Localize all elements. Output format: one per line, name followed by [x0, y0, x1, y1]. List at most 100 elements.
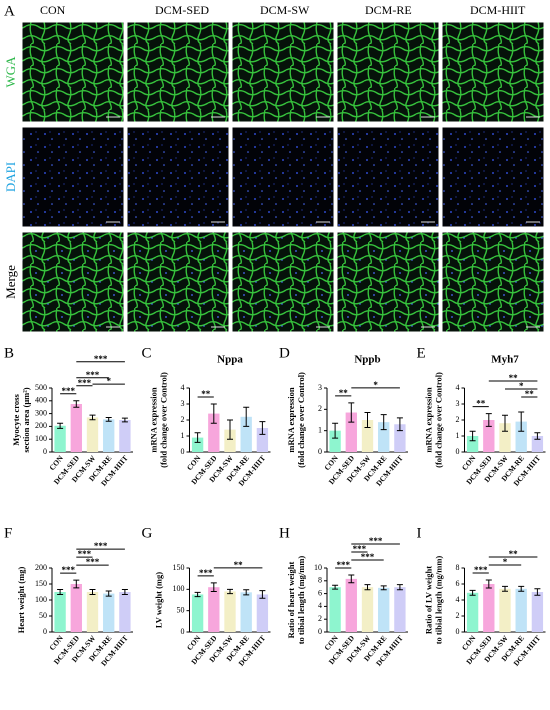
significance-label: ***	[94, 541, 108, 551]
y-tick-label: 8	[456, 563, 460, 572]
significance-label: ***	[474, 565, 488, 575]
bar	[70, 404, 82, 452]
significance-label: **	[525, 389, 535, 399]
y-tick-label: 0	[43, 627, 47, 636]
error-bar	[57, 588, 64, 596]
y-axis-label: Ratio of heart weight	[286, 561, 296, 638]
error-bar	[89, 588, 96, 596]
y-tick-label: 2	[318, 614, 322, 623]
error-bar	[259, 421, 266, 435]
bar	[240, 416, 252, 452]
error-bar	[57, 422, 64, 429]
micrograph	[336, 21, 440, 123]
bar-chart: GLV weight (mg)050100150CONDCM-SEDDCM-SW…	[142, 525, 271, 668]
panel-label: I	[417, 525, 422, 541]
panel-label: E	[417, 345, 426, 361]
bar-chart: E Myh7 mRNA expression (fold change over Co…	[417, 345, 546, 488]
error-bar	[121, 417, 128, 423]
y-tick-label: 0	[456, 627, 460, 636]
error-bar	[518, 411, 525, 432]
bar	[345, 412, 357, 452]
panel-label: C	[142, 345, 152, 361]
y-tick-label: 100	[35, 434, 47, 443]
error-bar	[380, 585, 387, 591]
micrograph	[126, 21, 230, 123]
error-bar	[364, 412, 371, 428]
significance-label: ***	[353, 544, 367, 554]
bar	[119, 420, 131, 452]
column-label: DCM-SED	[155, 3, 209, 17]
column-label: DCM-RE	[365, 3, 412, 17]
bar	[499, 423, 511, 452]
significance-label: *	[503, 557, 508, 567]
bar	[466, 592, 479, 632]
bar	[54, 592, 66, 632]
error-bar	[534, 588, 541, 596]
column-label: CON	[40, 3, 66, 17]
micrograph	[21, 21, 125, 123]
y-tick-label: 0	[318, 447, 322, 456]
significance-label: ***	[369, 536, 383, 546]
y-axis-label: LV weight (mg)	[153, 572, 163, 628]
panel-label: B	[4, 345, 14, 361]
y-tick-label: 2	[318, 404, 322, 413]
row-label: WGA	[3, 56, 18, 88]
y-axis-label: Myocyte cross	[11, 394, 21, 446]
bar	[191, 594, 204, 632]
y-tick-label: 3	[318, 383, 322, 392]
y-tick-label: 0	[43, 447, 47, 456]
error-bar	[396, 584, 403, 591]
y-tick-label: 1	[181, 431, 185, 440]
bar	[531, 436, 544, 452]
significance-label: *	[106, 376, 111, 386]
micrograph	[126, 231, 230, 333]
significance-label: **	[509, 373, 519, 383]
error-bar	[469, 589, 476, 596]
significance-label: *	[373, 380, 378, 390]
panel-label: A	[4, 3, 15, 19]
y-tick-label: 100	[173, 584, 185, 593]
y-axis-label: (fold change over Control)	[296, 372, 306, 468]
y-tick-label: 500	[35, 383, 47, 392]
significance-label: ***	[94, 354, 108, 364]
error-bar	[332, 584, 339, 590]
error-bar	[243, 589, 250, 596]
bar	[394, 587, 406, 632]
error-bar	[73, 400, 80, 408]
error-bar	[364, 584, 371, 591]
bar	[499, 588, 511, 632]
y-tick-label: 3	[456, 399, 460, 408]
bar	[466, 436, 479, 452]
bar-chart: I Ratio of LV weight to tibial length (mg/…	[417, 525, 546, 668]
bar	[483, 420, 495, 452]
bar	[208, 413, 220, 452]
bar	[345, 578, 357, 632]
bar	[191, 437, 204, 452]
y-tick-label: 4	[318, 601, 322, 610]
error-bar	[89, 414, 96, 421]
bar	[103, 593, 115, 632]
y-tick-label: 4	[181, 383, 185, 392]
y-tick-label: 4	[456, 595, 460, 604]
row-label: DAPI	[3, 162, 18, 192]
y-axis-label: mRNA expression	[423, 387, 433, 453]
significance-label: ***	[78, 378, 92, 388]
y-axis-label: to tibial length (mg/mm)	[296, 556, 306, 645]
micrograph	[441, 231, 545, 333]
bar	[119, 592, 131, 632]
bar	[86, 592, 99, 632]
significance-label: ***	[61, 386, 75, 396]
y-tick-label: 8	[318, 576, 322, 585]
bar-chart: C Nppa mRNA expression (fold change over Co…	[142, 345, 271, 488]
y-tick-label: 300	[35, 408, 47, 417]
y-axis-label: (fold change over Control)	[158, 372, 168, 468]
error-bar	[469, 430, 476, 442]
bar-chart: D Nppb mRNA expression (fold change over Co…	[279, 345, 408, 488]
y-axis-label: (fold change over Control)	[433, 372, 443, 468]
micrograph	[441, 126, 545, 228]
y-tick-label: 150	[35, 579, 47, 588]
significance-label: **	[509, 549, 519, 559]
y-tick-label: 0	[456, 447, 460, 456]
